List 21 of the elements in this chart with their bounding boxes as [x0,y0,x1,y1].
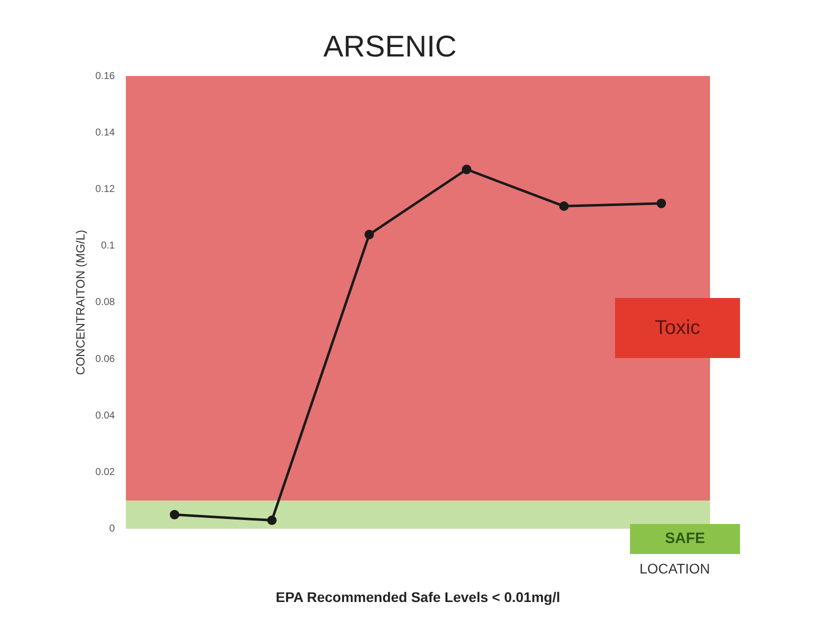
y-tick-label: 0.1 [100,240,116,252]
text: EPA Recommended Safe Levels < 0.01mg/l [276,589,560,605]
y-tick-label: 0.06 [95,354,116,365]
y-tick-label: 0.14 [95,127,116,138]
point [364,230,374,240]
y-tick-label: 0.08 [95,297,116,308]
y-tick-label: 0 [109,524,116,535]
point [462,164,472,174]
point [656,198,666,208]
point [170,510,180,520]
point [267,516,277,526]
point [559,201,569,211]
y-tick-label: 0.12 [95,184,116,195]
label-tag: Toxic [615,298,740,358]
y-tick-label: 0.04 [95,410,116,422]
y-tick-label: 0.16 [95,70,116,82]
label-tag: SAFE [630,524,740,554]
x-axis-title: LOCATION [639,560,710,576]
chart-title: ARSENIC [323,30,457,64]
y-axis-title: CONCENTRAITON (MG/L) [74,230,88,375]
y-tick-label: 0.02 [95,466,116,478]
